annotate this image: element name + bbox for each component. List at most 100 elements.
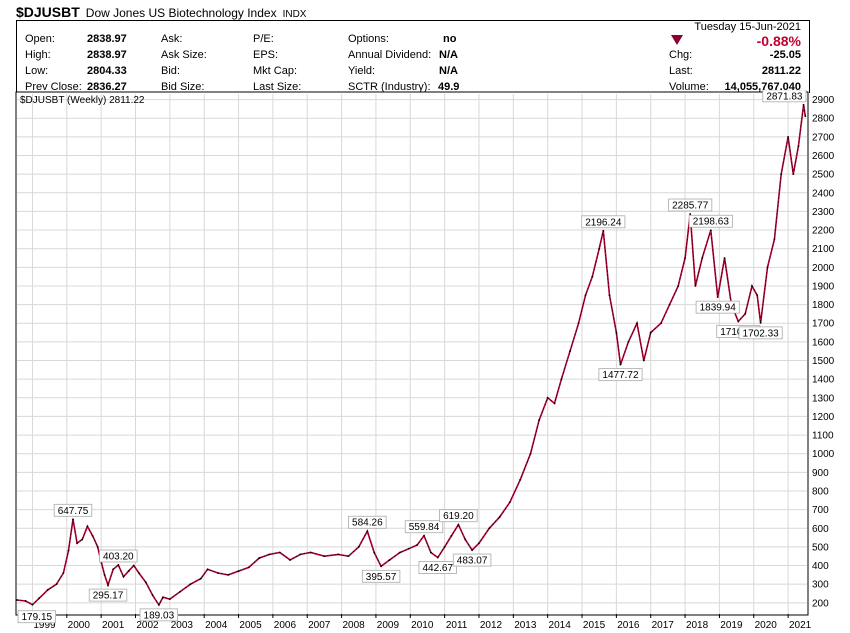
series-point	[577, 322, 580, 325]
down-arrow-icon	[671, 35, 683, 45]
ask-label: Ask:	[161, 33, 183, 45]
x-tick-label: 2019	[720, 620, 743, 631]
x-tick-label: 2012	[480, 620, 503, 631]
series-point	[268, 553, 271, 556]
y-tick-label: 2200	[812, 226, 835, 237]
y-tick-label: 1000	[812, 449, 835, 460]
y-tick-label: 400	[812, 561, 829, 572]
series-point	[86, 525, 89, 528]
series-point	[627, 340, 630, 343]
y-tick-label: 2000	[812, 263, 835, 274]
y-tick-label: 900	[812, 468, 829, 479]
series-point	[668, 303, 671, 306]
sctr-value: 49.9	[438, 81, 460, 93]
y-tick-label: 1100	[812, 431, 834, 442]
last-label: Last:	[669, 65, 693, 77]
annotation-box	[348, 515, 387, 529]
x-tick-label: 2009	[377, 620, 400, 631]
series-line-overlay	[16, 104, 806, 606]
plot-frame	[15, 91, 809, 616]
series-point	[787, 135, 790, 138]
series-point	[619, 363, 622, 366]
series-point	[237, 570, 240, 573]
series-point	[649, 331, 652, 334]
y-tick-label: 1900	[812, 281, 835, 292]
x-tick-label: 2004	[205, 620, 228, 631]
y-tick-label: 1800	[812, 300, 835, 311]
y-tick-label: 1500	[812, 356, 835, 367]
quote-date: Tuesday 15-Jun-2021	[694, 21, 801, 33]
series-point	[199, 577, 202, 580]
series-point	[797, 145, 800, 148]
series-point	[55, 583, 58, 586]
series-point	[756, 294, 759, 297]
annotation-label: 179.15	[22, 612, 53, 623]
annotation-box	[418, 561, 457, 574]
x-tick-label: 2002	[136, 620, 159, 631]
series-point	[701, 257, 704, 259]
series-point	[488, 527, 491, 530]
volume-label: Volume:	[669, 81, 709, 93]
x-tick-label: 2006	[274, 620, 297, 631]
series-point	[157, 603, 160, 606]
x-tick-label: 1999	[33, 620, 56, 631]
annotation: 647.75	[53, 503, 93, 517]
price-chart: 200 300 400 500 600 700 800 900 1000 1100 1200 1300…	[15, 90, 835, 631]
dividend-value: N/A	[439, 49, 458, 61]
x-tick-label: 2003	[171, 620, 194, 631]
chart-title: $DJUSBT Dow Jones US Biotechnology Index I…	[16, 4, 306, 20]
ask-size-label: Ask Size:	[161, 49, 207, 61]
series-point	[429, 551, 432, 554]
annotation: 2871.83	[762, 90, 807, 103]
annotation-label: 1477.72	[602, 370, 639, 381]
series-point	[179, 590, 182, 593]
series-point	[546, 396, 549, 399]
series-point	[642, 359, 645, 362]
y-tick-label: 1400	[812, 375, 835, 386]
annotation: 403.20	[99, 549, 138, 562]
series-point	[498, 516, 501, 518]
annotation-label: 647.75	[58, 506, 89, 517]
x-tick-label: 2021	[789, 620, 812, 631]
series-point	[584, 294, 587, 297]
series-point	[780, 173, 783, 176]
series-point	[138, 572, 140, 574]
low-label: Low:	[25, 65, 49, 77]
annotation-box	[695, 300, 740, 314]
annotation-label: 2196.24	[585, 217, 622, 228]
annotation-box	[53, 503, 93, 517]
x-tick-label: 2017	[652, 620, 675, 631]
x-tick-label: 2020	[755, 620, 778, 631]
annotation-label: 2198.63	[693, 217, 730, 228]
series-point	[407, 547, 410, 550]
open-label: Open:	[25, 33, 55, 45]
series-point	[72, 518, 74, 521]
series-point	[689, 213, 692, 215]
series-point	[773, 238, 776, 241]
series-point	[766, 266, 769, 269]
annotation-label: 442.67	[422, 563, 453, 574]
series-point	[47, 588, 49, 591]
x-tick-label: 2001	[102, 620, 125, 631]
annotation-label: 2871.83	[766, 91, 803, 102]
annotation-box	[762, 90, 807, 103]
last-size-label: Last Size:	[253, 81, 302, 93]
annotation-box	[88, 588, 128, 602]
series-point	[76, 542, 79, 545]
series-point	[162, 596, 164, 599]
annotation: 2196.24	[581, 215, 626, 228]
series-point	[423, 534, 425, 537]
y-tick-label: 2400	[812, 188, 835, 199]
pct-change: -0.88%	[756, 33, 801, 49]
series-point	[62, 572, 65, 574]
series-point	[380, 565, 382, 568]
series-point	[519, 478, 522, 481]
series-point	[189, 583, 192, 586]
y-axis: 200 300 400 500 600 700 800 900 1000 1100 1200 1300…	[812, 95, 835, 609]
series-point	[16, 599, 18, 601]
series-point	[416, 544, 419, 546]
series-point	[278, 551, 281, 554]
yield-value: N/A	[439, 65, 458, 77]
series-point	[677, 285, 680, 287]
annotation-label: 483.07	[457, 556, 488, 567]
